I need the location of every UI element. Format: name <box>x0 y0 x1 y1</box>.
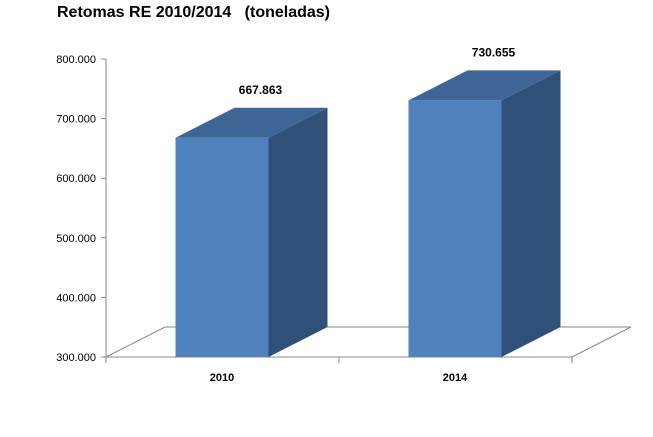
y-tick-label: 400.000 <box>56 292 96 304</box>
x-tick-label: 2010 <box>210 372 234 384</box>
data-label: 730.655 <box>472 45 516 59</box>
bar-2010 <box>175 107 328 357</box>
y-tick-label: 300.000 <box>56 352 96 364</box>
data-label: 667.863 <box>239 83 283 97</box>
bar-top-face <box>175 107 328 138</box>
bar-front-face <box>175 137 269 357</box>
y-tick-label: 500.000 <box>56 233 96 245</box>
y-tick-label: 700.000 <box>56 114 96 126</box>
x-tick-label: 2014 <box>443 372 468 384</box>
chart-title: Retomas RE 2010/2014 (toneladas) <box>57 4 331 21</box>
y-tick-label: 600.000 <box>56 173 96 185</box>
bar-side-face <box>268 107 328 357</box>
bars-layer <box>175 70 561 357</box>
bar-front-face <box>408 100 502 357</box>
bar-top-face <box>408 70 561 101</box>
bar-side-face <box>501 70 561 357</box>
bar-2014 <box>408 70 561 357</box>
labels-layer: 300.000 400.000 500.000 600.000 700.000 800.0… <box>56 45 515 384</box>
y-tick-label: 800.000 <box>56 54 96 66</box>
